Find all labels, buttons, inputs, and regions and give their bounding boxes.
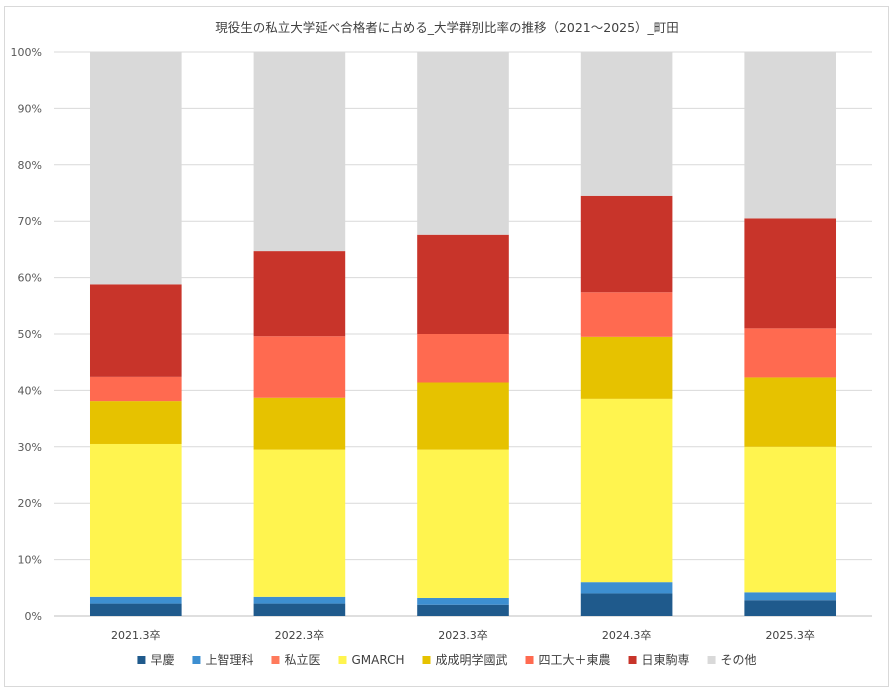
bar-segment	[253, 603, 346, 616]
legend-swatch	[628, 656, 637, 664]
legend-item: その他	[707, 653, 757, 667]
bar-segment	[89, 443, 182, 597]
legend-swatch	[525, 656, 534, 664]
bar-segment	[580, 195, 673, 293]
bar-segment	[580, 292, 673, 337]
bar-segment	[417, 449, 509, 598]
y-tick-label: 100%	[11, 46, 42, 59]
chart-title: 現役生の私立大学延べ合格者に占める_大学群別比率の推移（2021～2025）_町…	[215, 20, 679, 35]
bar-segment	[744, 218, 837, 329]
bar-segment	[89, 284, 182, 377]
legend-swatch	[271, 656, 280, 664]
y-tick-label: 10%	[18, 554, 42, 567]
legend-label: 成成明学國武	[436, 652, 508, 667]
legend-label: 私立医	[284, 652, 320, 667]
bar-segment	[417, 234, 509, 334]
legend-swatch	[707, 656, 716, 664]
y-axis: 0% 10% 20% 30% 40% 50% 60% 70% 80% 90% 100%	[11, 46, 42, 623]
bar-segment	[89, 52, 182, 285]
bar-segment	[744, 328, 837, 378]
legend-item: 私立医	[271, 652, 320, 667]
bar-segment	[417, 334, 509, 383]
bar-segment	[744, 52, 837, 219]
y-tick-label: 40%	[18, 384, 42, 397]
legend-label: 四工大＋東農	[539, 653, 611, 667]
legend-item: GMARCH	[338, 653, 405, 667]
bar-segment	[580, 336, 673, 399]
x-axis: 2021.3卒 2022.3卒 2023.3卒 2024.3卒 2025.3卒	[111, 628, 815, 642]
bar-segment	[89, 401, 182, 444]
bar-segment	[417, 604, 509, 616]
x-tick-label: 2024.3卒	[602, 628, 652, 642]
legend-item: 早慶	[137, 653, 174, 667]
y-tick-label: 60%	[18, 272, 42, 285]
bar-segment	[253, 596, 346, 604]
bar-segment	[417, 382, 509, 450]
bar-segment	[744, 592, 837, 601]
bar-segment	[580, 593, 673, 616]
y-tick-label: 50%	[18, 328, 42, 341]
legend-label: 早慶	[150, 653, 174, 667]
legend-item: 上智理科	[192, 652, 253, 667]
bar-segment	[253, 336, 346, 398]
legend-label: 上智理科	[205, 652, 253, 667]
y-tick-label: 90%	[18, 102, 42, 115]
legend-swatch	[338, 656, 347, 664]
x-tick-label: 2022.3卒	[275, 628, 325, 642]
x-tick-label: 2025.3卒	[765, 628, 815, 642]
bar-segment	[417, 597, 509, 605]
legend-item: 成成明学國武	[422, 652, 508, 667]
legend-item: 日東駒専	[628, 653, 690, 667]
bar-segment	[253, 449, 346, 597]
bar-segment	[580, 582, 673, 594]
legend-label: 日東駒専	[642, 653, 690, 667]
legend-item: 四工大＋東農	[525, 653, 611, 667]
legend: 早慶 上智理科 私立医 GMARCH 成成明学國武 四工大＋東農 日東駒専 その他	[137, 652, 757, 667]
y-tick-label: 30%	[18, 441, 42, 454]
bar-segment	[580, 52, 673, 196]
bar-segment	[744, 377, 837, 447]
bars	[89, 52, 837, 616]
legend-swatch	[192, 656, 201, 664]
bar-segment	[744, 446, 837, 593]
x-tick-label: 2021.3卒	[111, 628, 161, 642]
x-tick-label: 2023.3卒	[438, 628, 488, 642]
legend-swatch	[137, 656, 146, 664]
legend-swatch	[422, 656, 431, 664]
bar-segment	[744, 600, 837, 616]
legend-label: その他	[721, 653, 757, 667]
bar-segment	[253, 251, 346, 337]
bar-segment	[253, 52, 346, 252]
bar-segment	[89, 596, 182, 604]
bar-segment	[253, 397, 346, 450]
y-tick-label: 80%	[18, 159, 42, 172]
y-tick-label: 20%	[18, 497, 42, 510]
bar-segment	[417, 52, 509, 235]
y-tick-label: 70%	[18, 215, 42, 228]
bar-segment	[89, 376, 182, 402]
y-tick-label: 0%	[25, 610, 42, 623]
bar-segment	[580, 398, 673, 583]
legend-label: GMARCH	[351, 653, 404, 667]
bar-segment	[89, 603, 182, 616]
